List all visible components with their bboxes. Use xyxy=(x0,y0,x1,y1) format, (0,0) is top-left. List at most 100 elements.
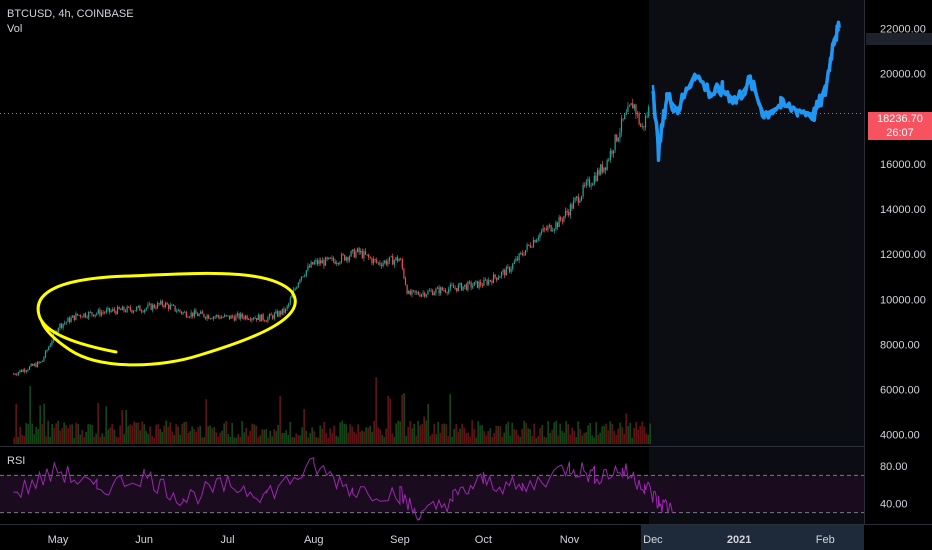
candle-body xyxy=(372,258,375,264)
volume-bar xyxy=(637,429,639,444)
volume-bar xyxy=(131,425,133,444)
volume-bar xyxy=(257,437,259,444)
volume-bar xyxy=(395,423,397,444)
volume-bar xyxy=(271,436,273,444)
candle-body xyxy=(161,300,163,306)
candle-body xyxy=(294,288,296,290)
candle-body xyxy=(27,369,29,371)
volume-bar xyxy=(523,420,525,444)
candle-body xyxy=(289,298,291,304)
volume-bar xyxy=(467,432,469,444)
candle-body xyxy=(587,179,589,182)
candle-body xyxy=(150,303,152,310)
volume-bar xyxy=(369,425,371,444)
candle-body xyxy=(526,244,528,250)
candle-body xyxy=(523,254,525,256)
volume-bar xyxy=(399,421,401,444)
volume-bar xyxy=(443,423,445,444)
volume-bar xyxy=(599,432,601,444)
volume-bar xyxy=(173,435,175,444)
candle-body xyxy=(240,313,242,319)
price-tick-label: 6000.00 xyxy=(880,385,920,397)
candle-body xyxy=(508,267,511,272)
candle-body xyxy=(216,315,218,317)
candle-body xyxy=(584,184,586,186)
candle-body xyxy=(366,254,368,256)
candle-body xyxy=(59,323,61,329)
volume-bar xyxy=(163,425,165,444)
candle-body xyxy=(108,307,111,312)
candle-body xyxy=(40,361,42,363)
volume-bar xyxy=(495,425,497,444)
candle-body xyxy=(400,258,402,260)
candle-body xyxy=(284,308,287,313)
volume-bar xyxy=(499,426,501,444)
candle-body xyxy=(577,196,579,203)
candle-body xyxy=(422,292,424,295)
time-tick-label: 2021 xyxy=(727,534,751,546)
candle-body xyxy=(86,317,88,318)
candle-body xyxy=(209,318,211,320)
candle-body xyxy=(521,252,523,255)
candle-body xyxy=(35,363,37,368)
volume-bar xyxy=(545,437,547,444)
candle-body xyxy=(188,316,191,318)
price-tick-label: 16000.00 xyxy=(880,159,926,171)
candle-body xyxy=(512,263,514,269)
symbol-title[interactable]: BTCUSD, 4h, COINBASE xyxy=(7,8,134,20)
candle-body xyxy=(259,314,261,322)
candle-body xyxy=(446,292,448,293)
candle-body xyxy=(411,290,413,295)
volume-bar xyxy=(185,421,187,444)
candle-body xyxy=(224,315,226,318)
volume-bar xyxy=(167,426,169,444)
volume-bar xyxy=(391,433,393,444)
candle-body xyxy=(576,196,578,199)
volume-bar xyxy=(483,431,485,444)
volume-bar xyxy=(15,403,17,444)
volume-bar xyxy=(179,434,181,444)
volume-bar xyxy=(461,423,463,444)
candle-body xyxy=(62,323,64,328)
candle-body xyxy=(278,311,280,317)
candle-body xyxy=(312,262,314,265)
candle-body xyxy=(452,285,455,288)
volume-bar xyxy=(219,432,221,444)
candle-body xyxy=(206,315,208,319)
candle-body xyxy=(585,181,587,186)
volume-bar xyxy=(379,429,381,444)
candle-body xyxy=(60,323,63,328)
candle-body xyxy=(550,225,552,232)
volume-bar xyxy=(315,437,317,444)
candle-body xyxy=(403,268,405,279)
volume-bar xyxy=(295,433,297,444)
volume-bar xyxy=(187,432,189,444)
volume-bar xyxy=(203,437,205,444)
candle-body xyxy=(251,318,253,321)
candle-body xyxy=(592,183,594,186)
volume-bar xyxy=(603,425,605,444)
volume-bar xyxy=(127,425,129,444)
volume-bar xyxy=(377,427,379,444)
candle-body xyxy=(388,256,391,262)
volume-bar xyxy=(507,421,509,444)
volume-bar xyxy=(55,423,57,444)
candle-body xyxy=(67,317,69,322)
candle-body xyxy=(225,315,227,316)
volume-bar xyxy=(89,424,91,444)
volume-bar xyxy=(293,437,295,444)
candle-body xyxy=(78,315,80,316)
candle-body xyxy=(404,278,407,285)
volume-bar xyxy=(45,436,47,444)
volume-bar xyxy=(59,430,61,444)
candle-body xyxy=(305,270,307,276)
candle-body xyxy=(270,314,272,316)
candle-body xyxy=(433,293,435,296)
candle-body xyxy=(118,306,120,310)
volume-bar xyxy=(33,434,35,444)
candle-body xyxy=(622,118,624,120)
candle-body xyxy=(185,311,187,317)
volume-bar xyxy=(609,421,611,444)
volume-bar xyxy=(643,426,645,444)
